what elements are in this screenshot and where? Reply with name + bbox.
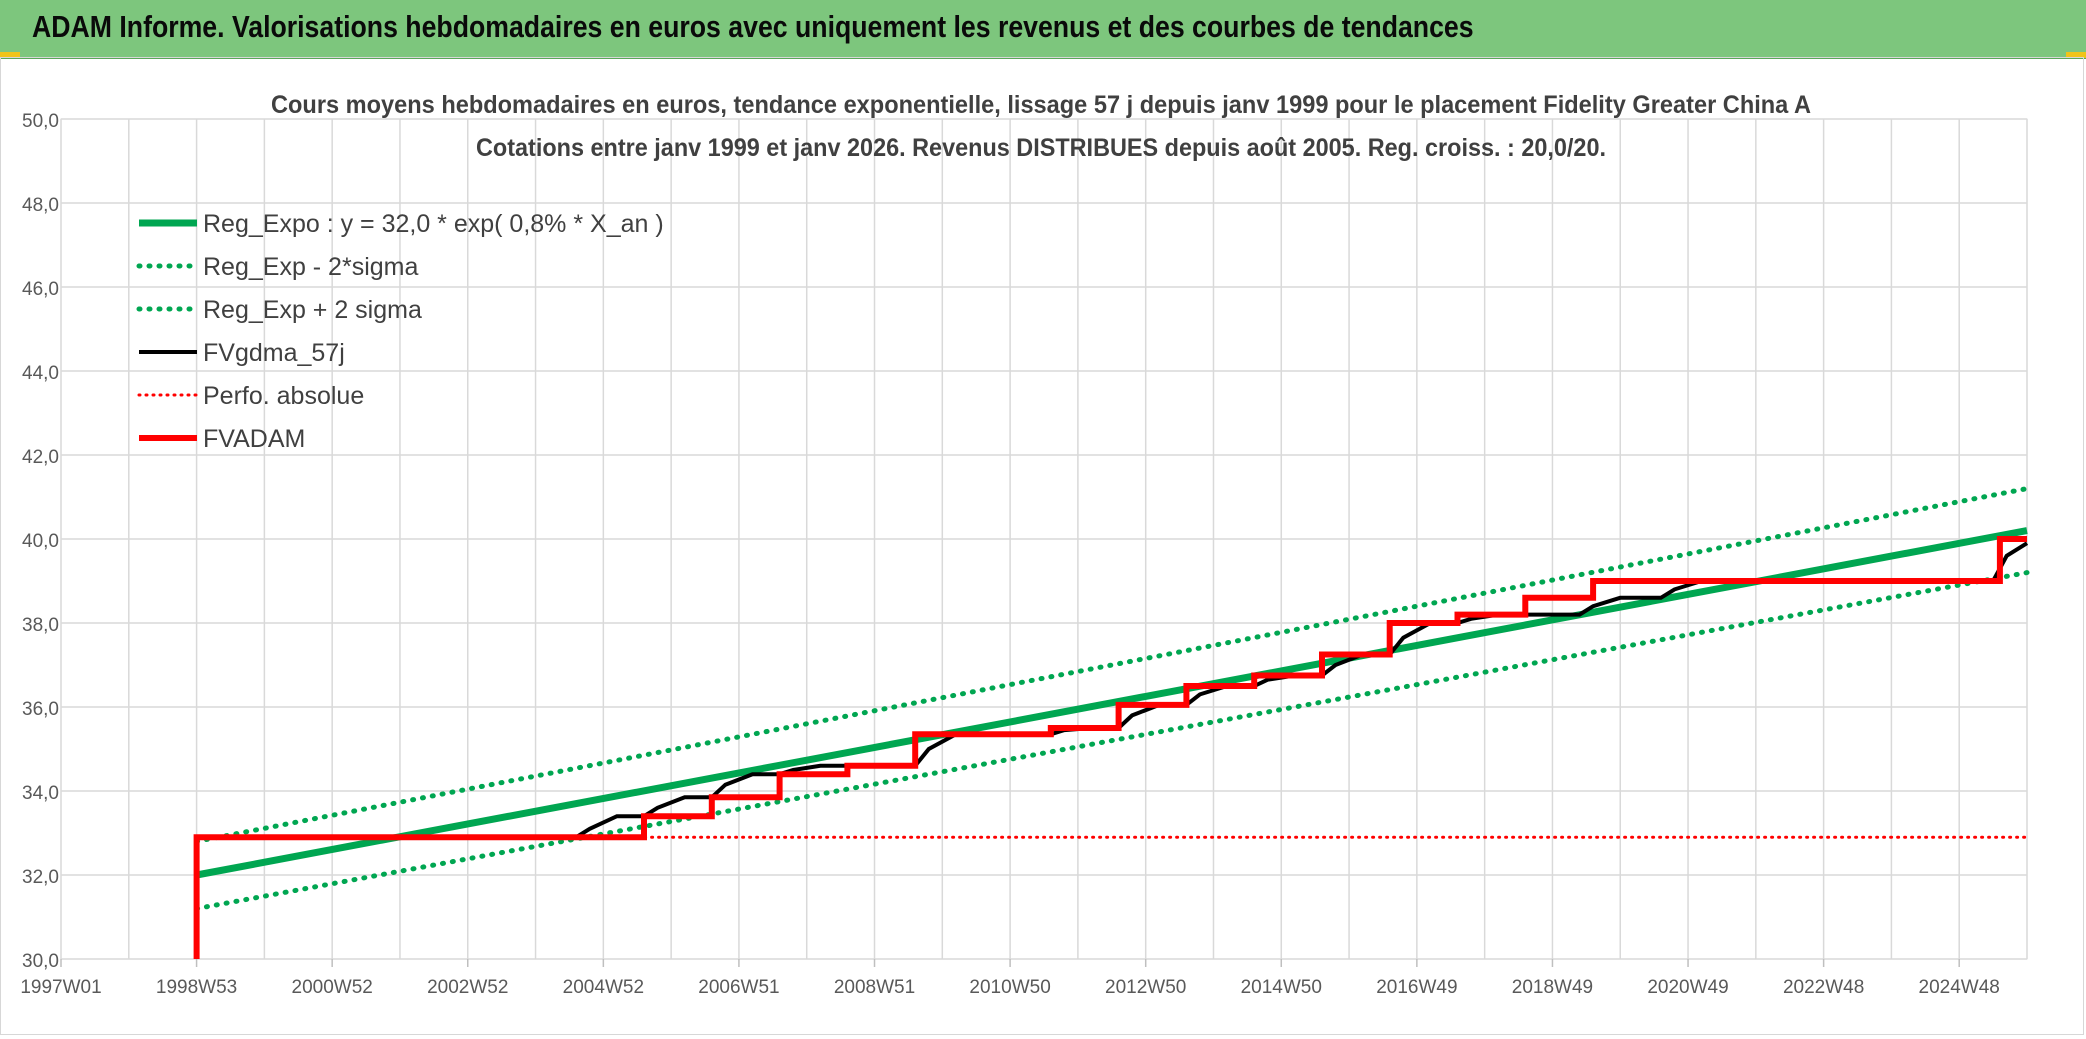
- x-tick-label: 2012W50: [1105, 977, 1186, 998]
- legend-label-5: FVADAM: [203, 425, 305, 453]
- x-tick-label: 2020W49: [1647, 977, 1728, 998]
- series-line-1: [194, 570, 2030, 912]
- x-tick-label: 2006W51: [698, 977, 779, 998]
- legend-label-0: Reg_Expo : y = 32,0 * exp( 0,8% * X_an ): [203, 210, 664, 238]
- y-tick-label: 34,0: [22, 783, 59, 804]
- series-line-5: [193, 536, 2027, 959]
- x-tick-label: 2004W52: [563, 977, 644, 998]
- y-tick-label: 50,0: [22, 111, 59, 132]
- x-tick-label: 2010W50: [969, 977, 1050, 998]
- corner-mark-right: [2066, 52, 2086, 58]
- y-tick-label: 40,0: [22, 531, 59, 552]
- y-tick-label: 44,0: [22, 363, 59, 384]
- axes: 30,0 32,0 34,0 36,0 38,0 40,0 42,0 44,0 46,0 48,0…: [20, 111, 2000, 998]
- y-tick-label: 48,0: [22, 195, 59, 216]
- legend-label-4: Perfo. absolue: [203, 382, 364, 410]
- legend-label-2: Reg_Exp + 2 sigma: [203, 296, 422, 324]
- y-tick-label: 42,0: [22, 447, 59, 468]
- series-group: [193, 486, 2030, 959]
- legend-label-1: Reg_Exp - 2*sigma: [203, 253, 418, 281]
- x-tick-label: 1998W53: [156, 977, 237, 998]
- y-tick-label: 46,0: [22, 279, 59, 300]
- y-tick-label: 36,0: [22, 699, 59, 720]
- series-line-2: [194, 486, 2030, 844]
- legend: Reg_Expo : y = 32,0 * exp( 0,8% * X_an )…: [136, 210, 664, 453]
- series-line-3: [196, 541, 2029, 840]
- x-tick-label: 1997W01: [20, 977, 101, 998]
- x-tick-label: 2016W49: [1376, 977, 1457, 998]
- chart-svg: 30,0 32,0 34,0 36,0 38,0 40,0 42,0 44,0 46,0 48,0…: [20, 91, 2030, 998]
- y-tick-label: 30,0: [22, 951, 59, 972]
- corner-mark-left: [0, 52, 20, 58]
- x-tick-label: 2000W52: [292, 977, 373, 998]
- x-tick-label: 2002W52: [427, 977, 508, 998]
- y-tick-label: 32,0: [22, 867, 59, 888]
- series-line-0: [195, 527, 2028, 879]
- chart-titles: Cours moyens hebdomadaires en euros, ten…: [271, 91, 1811, 162]
- x-tick-label: 2018W49: [1512, 977, 1593, 998]
- report-title: ADAM Informe. Valorisations hebdomadaire…: [32, 9, 1474, 44]
- report-header: ADAM Informe. Valorisations hebdomadaire…: [0, 0, 2086, 59]
- chart-area: 30,0 32,0 34,0 36,0 38,0 40,0 42,0 44,0 46,0 48,0…: [0, 57, 2084, 1035]
- x-tick-label: 2024W48: [1919, 977, 2000, 998]
- chart-title: Cours moyens hebdomadaires en euros, ten…: [271, 91, 1811, 119]
- y-tick-label: 38,0: [22, 615, 59, 636]
- legend-label-3: FVgdma_57j: [203, 339, 345, 367]
- x-tick-label: 2008W51: [834, 977, 915, 998]
- grid-lines: [60, 118, 2028, 960]
- x-tick-label: 2014W50: [1241, 977, 1322, 998]
- x-tick-label: 2022W48: [1783, 977, 1864, 998]
- chart-subtitle: Cotations entre janv 1999 et janv 2026. …: [476, 134, 1606, 162]
